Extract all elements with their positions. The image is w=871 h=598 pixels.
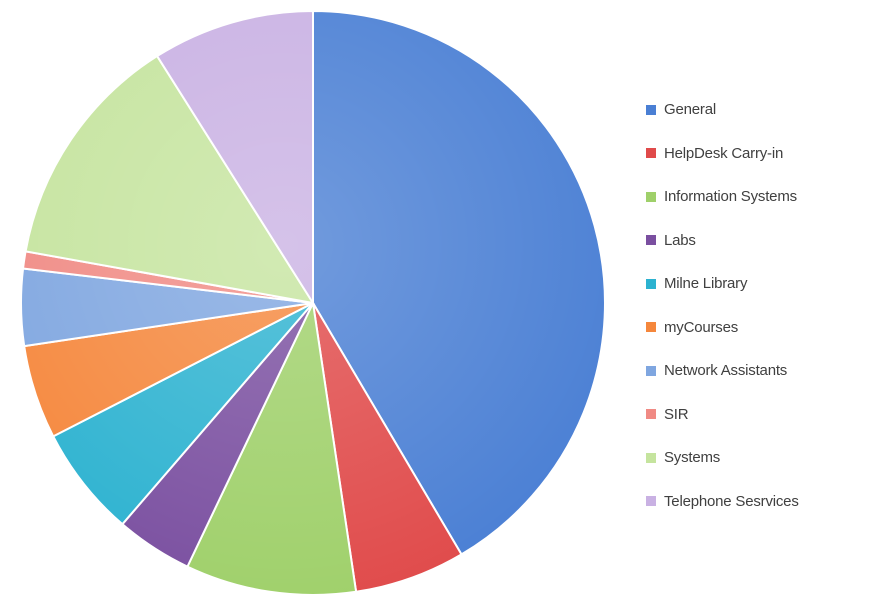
legend-item-mycourses: myCourses xyxy=(646,306,868,350)
legend-label: Milne Library xyxy=(664,275,748,293)
legend-swatch xyxy=(646,235,656,246)
legend-swatch xyxy=(646,322,656,333)
legend-item-telephone-sesrvices: Telephone Sesrvices xyxy=(646,480,868,524)
legend-item-systems: Systems xyxy=(646,436,868,480)
legend-swatch xyxy=(646,278,656,289)
legend-label: General xyxy=(664,101,716,119)
legend-swatch xyxy=(646,104,656,115)
legend-label: myCourses xyxy=(664,318,739,336)
legend-label: Systems xyxy=(664,449,721,467)
legend-label: Information Systems xyxy=(664,188,797,206)
legend-item-labs: Labs xyxy=(646,219,868,263)
legend-item-sir: SIR xyxy=(646,393,868,437)
legend-label: Labs xyxy=(664,231,696,249)
legend-swatch xyxy=(646,365,656,376)
legend-swatch xyxy=(646,452,656,463)
pie-sheen xyxy=(21,11,605,595)
legend-swatch xyxy=(646,409,656,420)
pie-chart-plot xyxy=(20,9,606,596)
legend-swatch xyxy=(646,496,656,507)
chart-legend: General HelpDesk Carry-in Information Syst… xyxy=(646,88,868,523)
legend-item-milne-library: Milne Library xyxy=(646,262,868,306)
legend-label: Network Assistants xyxy=(664,362,788,380)
legend-item-helpdesk-carry-in: HelpDesk Carry-in xyxy=(646,132,868,176)
legend-item-general: General xyxy=(646,88,868,132)
legend-item-network-assistants: Network Assistants xyxy=(646,349,868,393)
legend-item-information-systems: Information Systems xyxy=(646,175,868,219)
legend-label: SIR xyxy=(664,405,689,423)
legend-label: HelpDesk Carry-in xyxy=(664,144,784,162)
legend-label: Telephone Sesrvices xyxy=(664,492,799,510)
legend-swatch xyxy=(646,191,656,202)
legend-swatch xyxy=(646,148,656,159)
